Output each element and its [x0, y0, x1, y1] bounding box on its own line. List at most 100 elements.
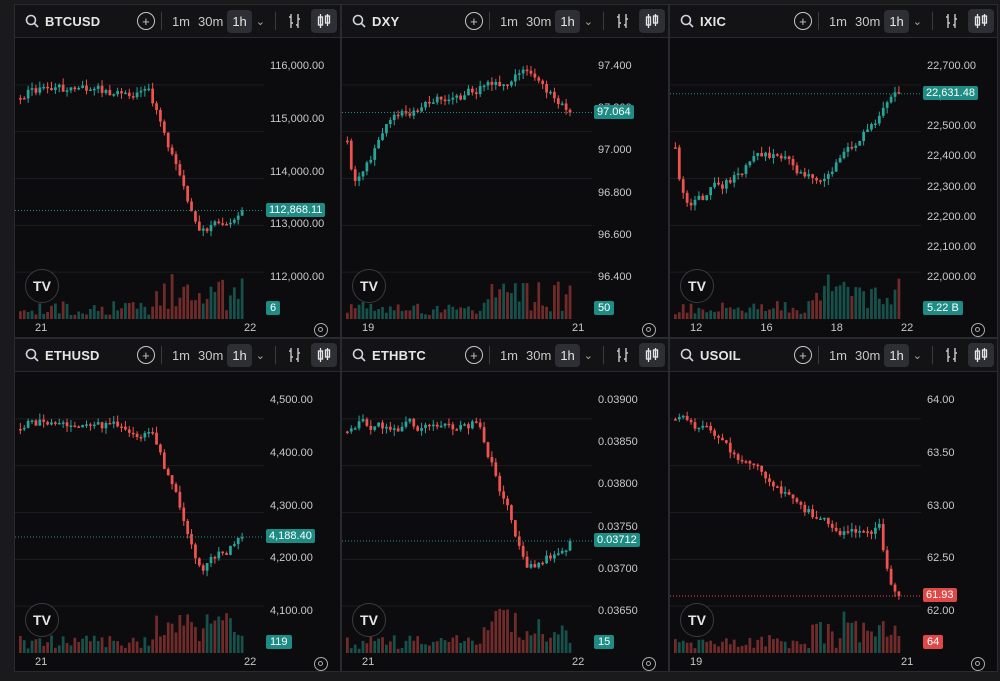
timeframe-1h[interactable]: 1h: [884, 9, 909, 33]
volume-bar: [854, 621, 858, 653]
tradingview-logo[interactable]: TV: [352, 603, 386, 637]
price-chart[interactable]: [342, 372, 592, 653]
search-icon[interactable]: [352, 14, 366, 28]
search-icon[interactable]: [680, 14, 694, 28]
timeframe-30m[interactable]: 30m: [855, 13, 881, 29]
timeframe-1h[interactable]: 1h: [227, 343, 252, 367]
volume-bar: [428, 314, 431, 319]
chevron-down-icon[interactable]: ⌄: [255, 15, 265, 28]
search-icon[interactable]: [25, 14, 39, 28]
candlestick-icon[interactable]: [639, 9, 665, 33]
search-icon[interactable]: [680, 348, 694, 362]
tradingview-logo[interactable]: TV: [680, 269, 714, 303]
indicators-icon[interactable]: [613, 345, 633, 365]
add-symbol-icon[interactable]: +: [464, 346, 483, 364]
candlestick-icon[interactable]: [968, 343, 994, 367]
candle-body: [81, 425, 84, 428]
timeframe-30m[interactable]: 30m: [198, 347, 224, 363]
indicators-icon[interactable]: [285, 11, 305, 31]
chevron-down-icon[interactable]: ⌄: [583, 349, 593, 362]
tradingview-logo[interactable]: TV: [25, 603, 59, 637]
indicators-icon[interactable]: [942, 11, 962, 31]
tradingview-logo[interactable]: TV: [352, 269, 386, 303]
candle-body: [513, 520, 517, 537]
price-chart[interactable]: [15, 38, 264, 319]
indicators-icon[interactable]: [285, 345, 305, 365]
y-tick-label: 0.03850: [598, 436, 638, 449]
chart-panel-ethusd[interactable]: ETHUSD + 1m 30m 1h ⌄ 4,500.00 4,400.00 4,3…: [14, 338, 341, 672]
candle-body: [787, 156, 791, 160]
timeframe-1m[interactable]: 1m: [828, 13, 848, 29]
volume-bar: [50, 305, 53, 319]
chevron-down-icon[interactable]: ⌄: [912, 349, 922, 362]
timeframe-30m[interactable]: 30m: [198, 13, 224, 29]
add-symbol-icon[interactable]: +: [464, 12, 483, 30]
search-icon[interactable]: [25, 348, 39, 362]
symbol-name[interactable]: ETHBTC: [372, 347, 426, 363]
settings-gear-icon[interactable]: [642, 323, 656, 337]
timeframe-1m[interactable]: 1m: [499, 347, 519, 363]
settings-gear-icon[interactable]: [971, 657, 985, 671]
candle-body: [108, 90, 112, 96]
timeframe-1m[interactable]: 1m: [171, 13, 191, 29]
volume-bar: [799, 313, 803, 319]
symbol-name[interactable]: IXIC: [700, 13, 727, 29]
settings-gear-icon[interactable]: [642, 657, 656, 671]
candle-body: [221, 551, 225, 554]
price-chart[interactable]: [15, 372, 264, 653]
timeframe-30m[interactable]: 30m: [526, 13, 552, 29]
price-chart[interactable]: [342, 38, 592, 319]
tradingview-logo[interactable]: TV: [25, 269, 59, 303]
timeframe-1m[interactable]: 1m: [499, 13, 519, 29]
chart-panel-usoil[interactable]: USOIL + 1m 30m 1h ⌄ 64.00 63.50 63.00 62.50…: [669, 338, 998, 672]
chart-panel-btcusd[interactable]: BTCUSD + 1m 30m 1h ⌄ 116,000.00 115,000.0…: [14, 4, 341, 338]
candle-body: [674, 147, 677, 149]
chevron-down-icon[interactable]: ⌄: [583, 15, 593, 28]
settings-gear-icon[interactable]: [971, 323, 985, 337]
panel-header: ETHUSD + 1m 30m 1h ⌄: [15, 339, 340, 372]
candle-body: [740, 173, 744, 176]
volume-bar: [81, 638, 84, 653]
chart-panel-ixic[interactable]: IXIC + 1m 30m 1h ⌄ 22,700.0022,600.0022,…: [669, 4, 998, 338]
timeframe-1h[interactable]: 1h: [555, 343, 580, 367]
candle-body: [834, 162, 838, 172]
add-symbol-icon[interactable]: +: [136, 12, 155, 30]
timeframe-30m[interactable]: 30m: [526, 347, 552, 363]
indicators-icon[interactable]: [613, 11, 633, 31]
symbol-name[interactable]: ETHUSD: [45, 347, 100, 363]
price-chart[interactable]: [670, 372, 921, 653]
timeframe-1h[interactable]: 1h: [884, 343, 909, 367]
tradingview-logo[interactable]: TV: [680, 603, 714, 637]
timeframe-1h[interactable]: 1h: [555, 9, 580, 33]
add-symbol-icon[interactable]: +: [136, 346, 155, 364]
add-symbol-icon[interactable]: +: [793, 346, 812, 364]
symbol-name[interactable]: USOIL: [700, 347, 741, 363]
add-symbol-icon[interactable]: +: [793, 12, 812, 30]
volume-bar: [361, 302, 365, 319]
candle-body: [349, 428, 353, 432]
timeframe-30m[interactable]: 30m: [855, 347, 881, 363]
settings-gear-icon[interactable]: [314, 657, 328, 671]
candle-body: [502, 84, 505, 87]
price-chart[interactable]: [670, 38, 921, 319]
candlestick-icon[interactable]: [639, 343, 665, 367]
candlestick-icon[interactable]: [968, 9, 994, 33]
last-price-label: 0.03712: [594, 532, 640, 547]
candlestick-icon[interactable]: [311, 9, 337, 33]
indicators-icon[interactable]: [942, 345, 962, 365]
search-icon[interactable]: [352, 348, 366, 362]
timeframe-1h[interactable]: 1h: [227, 9, 252, 33]
volume-bar: [740, 310, 744, 319]
timeframe-1m[interactable]: 1m: [171, 347, 191, 363]
candle-body: [474, 92, 478, 95]
chart-panel-ethbtc[interactable]: ETHBTC + 1m 30m 1h ⌄ 0.03900 0.03850 0.038…: [341, 338, 669, 672]
chart-panel-dxy[interactable]: DXY + 1m 30m 1h ⌄ 97.40097.20097.00096.8…: [341, 4, 669, 338]
symbol-name[interactable]: DXY: [372, 13, 400, 29]
chevron-down-icon[interactable]: ⌄: [912, 15, 922, 28]
volume-bar: [482, 627, 486, 653]
settings-gear-icon[interactable]: [314, 323, 328, 337]
symbol-name[interactable]: BTCUSD: [45, 13, 101, 29]
timeframe-1m[interactable]: 1m: [828, 347, 848, 363]
chevron-down-icon[interactable]: ⌄: [255, 349, 265, 362]
candlestick-icon[interactable]: [311, 343, 337, 367]
